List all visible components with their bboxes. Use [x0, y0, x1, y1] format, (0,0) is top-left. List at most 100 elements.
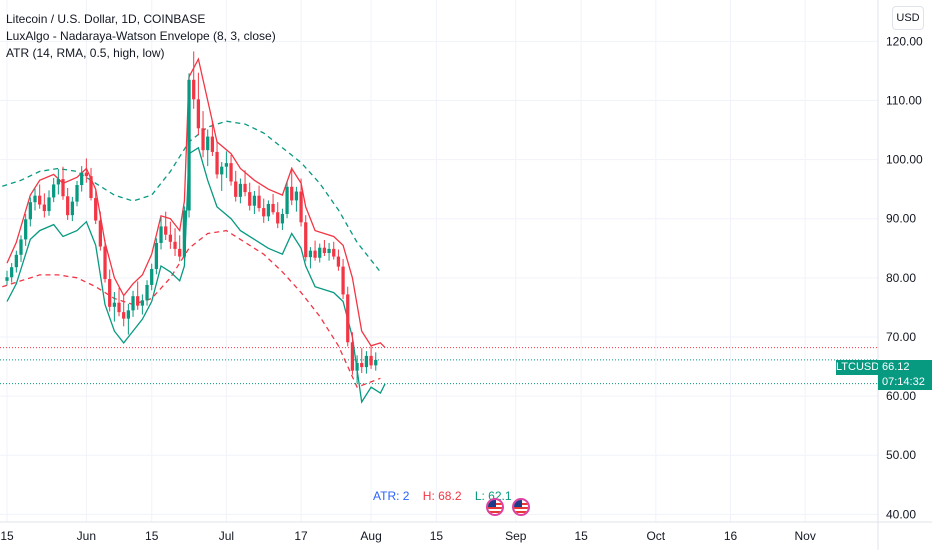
price-tick-label: 80.00 [886, 271, 916, 285]
candle [201, 128, 205, 151]
candle [364, 355, 369, 368]
candle [210, 136, 215, 152]
time-tick-label: Sep [505, 529, 527, 543]
candle [66, 196, 70, 216]
candle [33, 195, 37, 203]
currency-button[interactable]: USD [892, 6, 924, 30]
candle [98, 220, 102, 247]
time-tick-label: 16 [724, 529, 738, 543]
atr-readout: ATR: 2 H: 68.2 L: 62.1 [373, 489, 522, 503]
candle [327, 248, 331, 254]
candle [271, 203, 275, 213]
candle [238, 183, 243, 197]
candle [252, 195, 257, 206]
candle [61, 179, 65, 197]
candle [117, 302, 121, 313]
candle [182, 210, 187, 257]
candle [126, 310, 130, 319]
candle [10, 267, 14, 278]
candle [290, 186, 294, 201]
candle [122, 312, 126, 319]
candle [248, 192, 252, 206]
candle [243, 183, 247, 193]
last-price-tag: 66.12 [878, 360, 932, 375]
candle [19, 239, 23, 255]
price-tick-label: 90.00 [886, 212, 916, 226]
candle [47, 197, 51, 212]
indicator-envelope-label[interactable]: LuxAlgo - Nadaraya-Watson Envelope (8, 3… [6, 29, 276, 43]
candle [285, 186, 289, 215]
candle [360, 362, 364, 368]
price-tick-label: 110.00 [886, 93, 922, 107]
candle [192, 79, 196, 100]
candle [75, 185, 79, 202]
candle [322, 247, 327, 254]
candle [56, 179, 60, 185]
candle [313, 250, 317, 258]
candle [42, 204, 46, 212]
candle [294, 191, 299, 201]
envelope-lower-dashed [2, 229, 381, 389]
candle [369, 355, 373, 366]
candle [14, 254, 18, 268]
candle [28, 202, 32, 220]
time-tick-label: 15 [0, 529, 14, 543]
candle [224, 163, 229, 167]
candle [173, 241, 177, 249]
candle [308, 250, 313, 258]
candle [168, 234, 173, 242]
candle [136, 296, 140, 306]
candle [276, 212, 280, 224]
time-tick-label: 15 [145, 529, 159, 543]
candle [52, 184, 56, 198]
bar-countdown-tag: 07:14:32 [878, 375, 932, 390]
candle [257, 195, 261, 209]
indicator-atr-label[interactable]: ATR (14, RMA, 0.5, high, low) [6, 46, 165, 60]
atr-value: ATR: 2 [373, 489, 410, 503]
time-tick-label: Jun [77, 529, 96, 543]
candle [24, 219, 28, 240]
price-tick-label: 60.00 [886, 389, 916, 403]
time-tick-label: Oct [646, 529, 665, 543]
candle [178, 248, 182, 257]
time-tick-label: Nov [795, 529, 816, 543]
candle [140, 300, 144, 306]
candle [299, 191, 303, 223]
price-tick-label: 100.00 [886, 153, 923, 167]
candle [131, 296, 135, 311]
symbol-title: Litecoin / U.S. Dollar, 1D, COINBASE [6, 12, 206, 26]
candle [332, 248, 336, 257]
candle [164, 226, 168, 235]
candle [336, 256, 341, 267]
candle [220, 166, 224, 175]
candle [266, 203, 271, 217]
time-tick-label: 15 [574, 529, 588, 543]
candle [318, 247, 322, 258]
candle [262, 208, 266, 217]
time-tick-label: 17 [294, 529, 308, 543]
atr-high-value: H: 68.2 [422, 489, 462, 503]
us-flag-event-icon[interactable] [512, 498, 530, 516]
candle [280, 214, 285, 224]
candle [206, 136, 210, 151]
price-tick-label: 50.00 [886, 448, 916, 462]
candle [70, 201, 74, 216]
candle [215, 151, 219, 175]
price-tick-label: 40.00 [886, 507, 916, 521]
candle [196, 99, 201, 129]
atr-low-value: L: 62.1 [474, 489, 512, 503]
candle [187, 79, 191, 211]
us-flag-event-icon[interactable] [486, 498, 504, 516]
candle [150, 268, 154, 285]
candle [159, 226, 163, 243]
time-tick-label: Aug [360, 529, 381, 543]
candle [112, 302, 116, 307]
candle [38, 195, 42, 205]
candle [154, 242, 159, 269]
ticker-tag: LTCUSD [836, 360, 880, 375]
candle [103, 246, 107, 280]
candle [304, 222, 308, 258]
time-tick-label: Jul [219, 529, 234, 543]
candle [374, 359, 378, 366]
